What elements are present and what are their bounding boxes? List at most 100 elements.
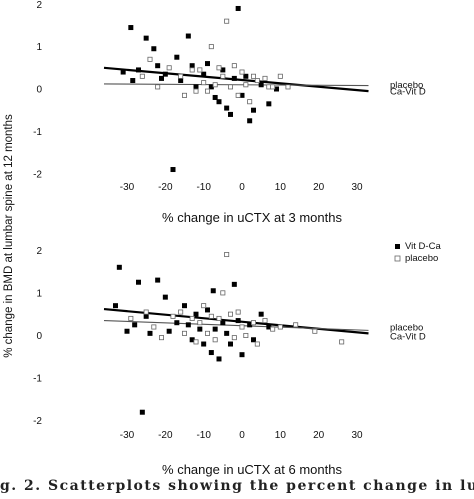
data-point-open [212, 337, 218, 343]
data-point-filled [216, 356, 222, 362]
data-point-open [201, 303, 207, 309]
data-point-filled [185, 322, 191, 328]
data-point-filled [143, 35, 149, 41]
data-point-open [250, 320, 256, 326]
x-tick-label: -30 [120, 182, 135, 193]
data-point-filled [193, 311, 199, 317]
data-point-open [143, 309, 149, 315]
data-point-filled [162, 71, 168, 77]
data-point-filled [170, 167, 176, 173]
data-point-filled [151, 46, 157, 52]
data-point-open [158, 335, 164, 341]
data-point-open [339, 339, 345, 345]
data-point-filled [162, 294, 168, 300]
regression-line [103, 320, 369, 331]
data-point-filled [182, 303, 187, 309]
data-point-filled [136, 279, 141, 285]
data-point-open [204, 330, 210, 336]
data-point-filled [139, 409, 145, 415]
data-point-open [178, 309, 184, 315]
x-tick-label: 30 [351, 430, 363, 441]
data-point-open [181, 330, 187, 336]
data-point-filled [274, 86, 279, 92]
data-point-open [254, 78, 260, 84]
data-point-filled [210, 288, 216, 294]
data-point-open [312, 328, 318, 334]
data-point-filled [235, 5, 241, 11]
data-point-filled [124, 328, 130, 334]
data-point-filled [212, 94, 218, 100]
data-point-filled [166, 328, 172, 334]
legend-marker [395, 244, 400, 249]
data-point-open [270, 84, 276, 90]
data-point-open [155, 84, 161, 90]
data-point-open [277, 324, 283, 330]
data-point-open [224, 18, 230, 24]
data-point-open [212, 82, 218, 88]
data-point-filled [231, 281, 237, 287]
data-point-open [262, 318, 268, 324]
regression-line-label: placebo [390, 80, 423, 91]
data-point-open [151, 324, 157, 330]
data-point-open [147, 56, 153, 62]
x-tick-label: -20 [158, 430, 173, 441]
data-point-open [189, 315, 195, 321]
data-point-open [227, 84, 233, 90]
data-point-open [227, 311, 233, 317]
regression-line-label: Ca-Vit D [390, 87, 426, 98]
legend-label: Vit D-Ca [405, 241, 441, 252]
data-point-filled [208, 350, 214, 356]
scatterplot-figure: % change in BMD at lumbar spine at 12 mo… [3, 0, 441, 477]
data-point-filled [251, 337, 256, 343]
data-point-filled [266, 101, 272, 107]
data-point-open [231, 63, 237, 69]
data-point-filled [201, 71, 207, 77]
shared-y-axis-label: % change in BMD at lumbar spine at 12 mo… [3, 114, 15, 358]
regression-line-label: Ca-Vit D [390, 331, 426, 342]
data-point-filled [174, 320, 180, 326]
data-point-filled [147, 330, 153, 336]
data-point-open [208, 44, 214, 50]
data-point-filled [113, 303, 118, 309]
data-point-filled [197, 326, 203, 332]
data-point-filled [220, 320, 226, 326]
data-point-filled [174, 54, 180, 60]
x-axis-label: % change in uCTX at 3 months [162, 210, 342, 225]
data-point-filled [132, 322, 138, 328]
data-point-open [204, 88, 210, 94]
x-tick-label: -10 [196, 182, 211, 193]
data-point-open [193, 339, 199, 345]
data-point-filled [243, 73, 249, 79]
data-point-filled [120, 69, 126, 75]
data-point-open [293, 322, 299, 328]
y-tick-label: 1 [36, 42, 42, 53]
x-tick-label: 10 [275, 430, 287, 441]
data-point-open [189, 67, 195, 73]
data-point-open [247, 99, 253, 105]
data-point-open [262, 75, 268, 81]
y-tick-label: 0 [36, 85, 42, 96]
data-point-open [128, 315, 134, 321]
data-point-filled [220, 67, 226, 73]
regression-line [103, 83, 369, 87]
data-point-open [243, 332, 249, 338]
data-point-open [254, 341, 260, 347]
data-point-open [178, 73, 184, 79]
data-point-filled [208, 84, 214, 90]
data-point-filled [228, 341, 233, 347]
data-point-open [239, 324, 245, 330]
data-point-open [270, 326, 276, 332]
data-point-filled [143, 313, 149, 319]
data-point-filled [224, 105, 230, 111]
data-point-filled [216, 99, 222, 105]
data-point-open [224, 252, 230, 258]
data-point-open [181, 92, 187, 98]
data-point-filled [239, 92, 245, 98]
data-point-open [208, 313, 214, 319]
x-tick-label: 0 [239, 182, 245, 193]
data-point-filled [239, 352, 245, 358]
data-point-open [243, 82, 249, 88]
x-axis-label: % change in uCTX at 6 months [162, 462, 342, 477]
